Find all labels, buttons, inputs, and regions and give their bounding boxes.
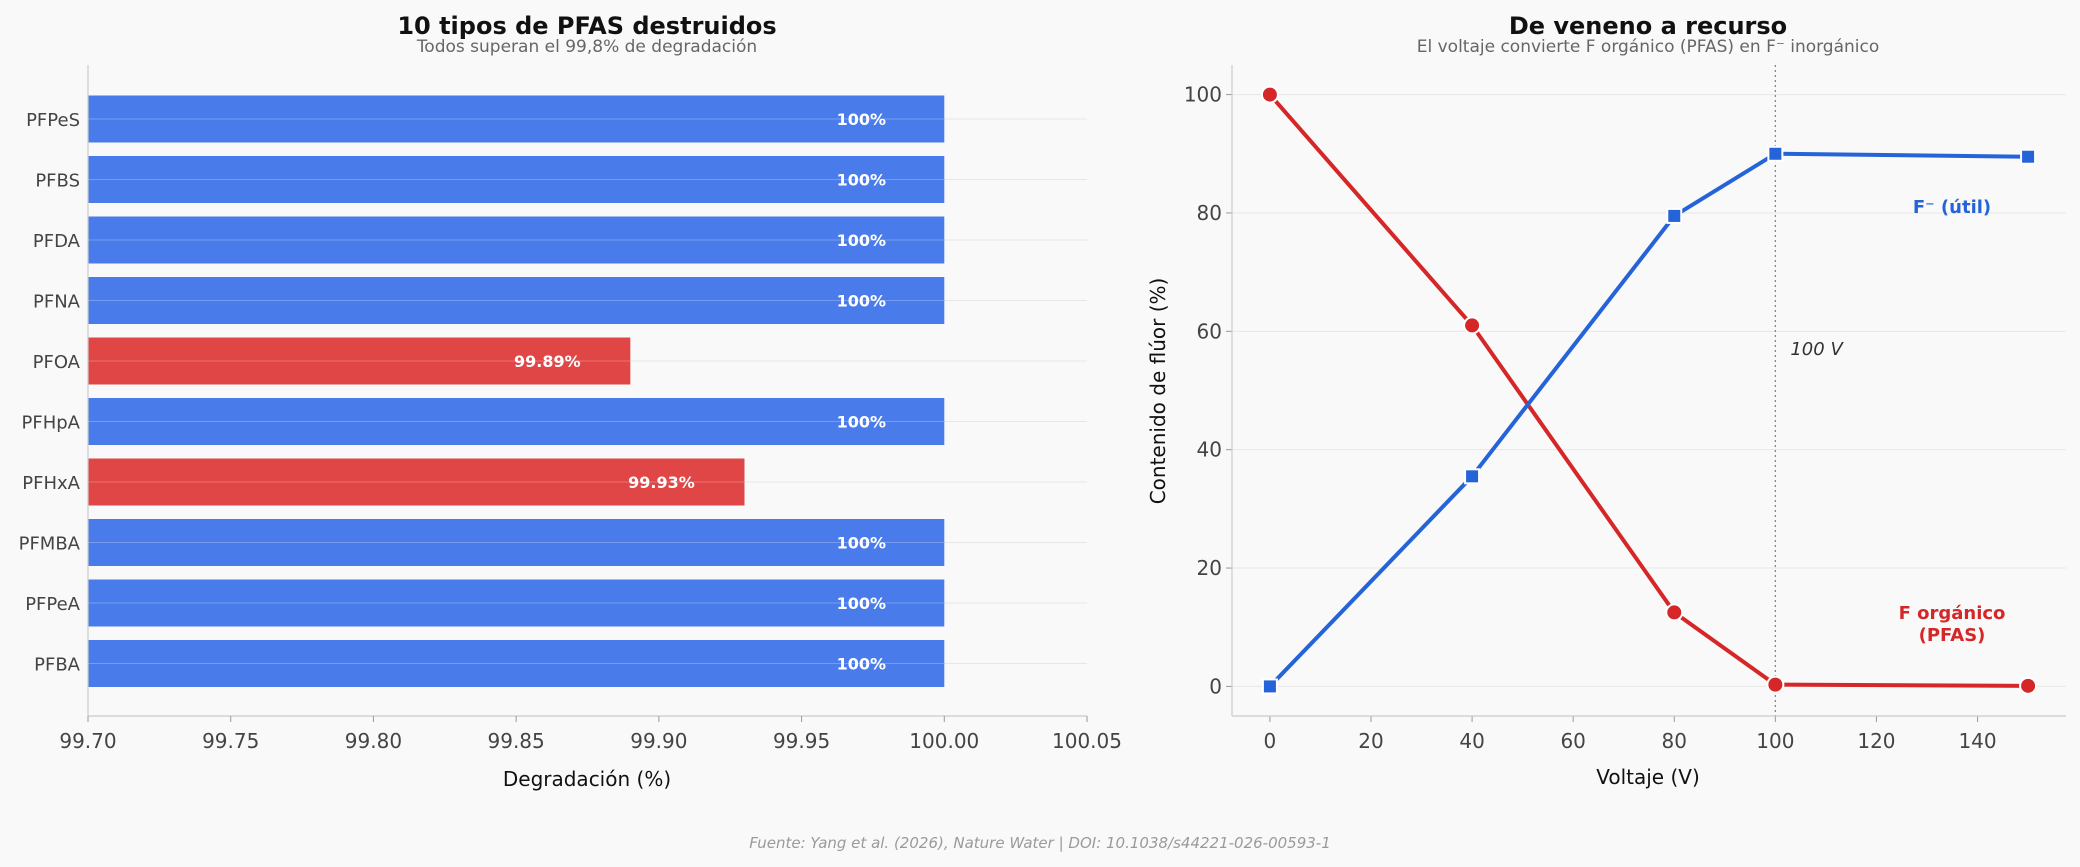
- footer-source: Fuente: Yang et al. (2026), Nature Water…: [749, 834, 1331, 852]
- bar-pfba: [88, 640, 945, 687]
- vline-label: 100 V: [1790, 339, 1844, 360]
- y-tick-label: 0: [1209, 674, 1222, 698]
- bar-pfhpa: [88, 398, 945, 445]
- y-tick-label-pfda: PFDA: [33, 231, 81, 252]
- y-tick-label-pfoa: PFOA: [33, 352, 81, 373]
- legend-label-f-organico: F orgánico: [1899, 603, 2006, 624]
- point-f-organico: [1766, 675, 1785, 694]
- bar-label-pfna: 100%: [837, 292, 886, 311]
- bar-label-pfhxa: 99.93%: [628, 473, 695, 492]
- bar-pfna: [88, 277, 945, 324]
- x-tick-label: 99.70: [59, 729, 116, 753]
- left-bars: 100% 100% 100% 100% 99.89% 100% 99.93% 100% 100%…: [88, 95, 945, 687]
- y-tick-label: 40: [1197, 438, 1222, 462]
- left-chart: 10 tipos de PFAS destruidos Todos supera…: [19, 12, 1122, 791]
- right-series: [1260, 85, 2038, 695]
- right-x-axis-label: Voltaje (V): [1596, 765, 1700, 789]
- left-x-axis-label: Degradación (%): [503, 767, 671, 791]
- y-tick-label-pfbs: PFBS: [35, 171, 80, 192]
- x-tick-label: 120: [1857, 729, 1895, 753]
- y-tick-label: 100: [1184, 83, 1222, 107]
- x-tick-label: 99.90: [630, 729, 687, 753]
- bar-label-pfhpa: 100%: [837, 413, 886, 432]
- x-tick-label: 20: [1358, 729, 1383, 753]
- point-f-util: [1666, 207, 1683, 224]
- y-tick-label-pfmba: PFMBA: [19, 534, 81, 555]
- right-y-axis-label: Contenido de flúor (%): [1146, 278, 1170, 505]
- bar-pfhxa: [88, 458, 745, 506]
- x-tick-label: 0: [1264, 729, 1277, 753]
- right-axes: 0 20 40 60 80 100 0 20 40 60 80 100 120 140: [1184, 65, 2066, 753]
- point-f-organico: [1463, 316, 1482, 335]
- bar-pfda: [88, 216, 945, 264]
- y-tick-label-pfpes: PFPeS: [26, 110, 80, 131]
- point-f-util: [2020, 148, 2037, 165]
- y-tick-label-pfhxa: PFHxA: [22, 473, 80, 494]
- x-tick-label: 140: [1958, 729, 1996, 753]
- bar-label-pfda: 100%: [837, 231, 886, 250]
- bar-label-pfoa: 99.89%: [514, 352, 581, 371]
- bar-label-pfpes: 100%: [837, 110, 886, 129]
- bar-pfbs: [88, 156, 945, 203]
- bar-label-pfpea: 100%: [837, 594, 886, 613]
- x-tick-label: 99.75: [202, 729, 259, 753]
- y-tick-label-pfpea: PFPeA: [25, 594, 80, 615]
- bar-pfoa: [88, 337, 631, 385]
- point-f-util: [1261, 678, 1278, 695]
- legend-label-f-util: F⁻ (útil): [1913, 197, 1991, 218]
- x-tick-label: 99.95: [773, 729, 830, 753]
- x-tick-label: 100.05: [1052, 729, 1122, 753]
- bar-pfpes: [88, 95, 945, 143]
- right-chart-title: De veneno a recurso: [1509, 12, 1787, 40]
- bar-pfmba: [88, 519, 945, 566]
- right-chart-subtitle: El voltaje convierte F orgánico (PFAS) e…: [1417, 37, 1880, 57]
- x-tick-label: 60: [1560, 729, 1585, 753]
- x-tick-label: 80: [1662, 729, 1687, 753]
- right-vline: 100 V: [1774, 65, 1844, 716]
- y-tick-label-pfna: PFNA: [33, 292, 81, 313]
- y-tick-label: 20: [1197, 556, 1222, 580]
- bar-label-pfbs: 100%: [837, 171, 886, 190]
- bar-label-pfba: 100%: [837, 655, 886, 674]
- bar-pfpea: [88, 579, 945, 627]
- bar-label-pfmba: 100%: [837, 534, 886, 553]
- right-chart: De veneno a recurso El voltaje convierte…: [1146, 12, 2066, 789]
- left-chart-subtitle: Todos superan el 99,8% de degradación: [416, 37, 757, 57]
- point-f-util: [1464, 468, 1481, 485]
- x-tick-label: 40: [1459, 729, 1484, 753]
- point-f-organico: [2019, 676, 2038, 695]
- x-tick-label: 100.00: [909, 729, 979, 753]
- left-axes: PFPeS PFBS PFDA PFNA PFOA PFHpA PFHxA PFMBA PFPe…: [19, 65, 1122, 753]
- point-f-util: [1767, 145, 1784, 162]
- point-f-organico: [1665, 603, 1684, 622]
- point-f-organico: [1260, 85, 1279, 104]
- y-tick-label-pfhpa: PFHpA: [22, 413, 81, 434]
- x-tick-label: 99.85: [488, 729, 545, 753]
- y-tick-label-pfba: PFBA: [34, 655, 81, 676]
- legend-label-f-organico-pfas: (PFAS): [1919, 625, 1986, 646]
- x-tick-label: 99.80: [345, 729, 402, 753]
- series-line-f-organico: [1268, 93, 2029, 688]
- y-tick-label: 80: [1197, 201, 1222, 225]
- y-tick-label: 60: [1197, 319, 1222, 343]
- left-chart-title: 10 tipos de PFAS destruidos: [397, 12, 776, 40]
- x-tick-label: 100: [1756, 729, 1794, 753]
